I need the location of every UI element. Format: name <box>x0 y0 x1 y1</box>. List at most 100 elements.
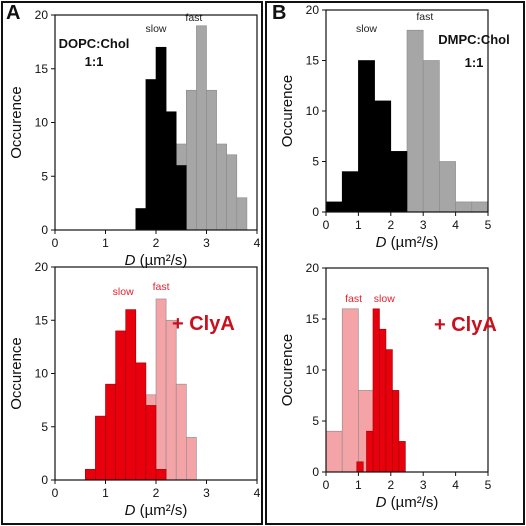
a-bottom-ytick-label: 10 <box>35 367 49 381</box>
a-bottom-ytick-label: 15 <box>35 313 49 327</box>
b-top-bar-fast <box>471 201 489 213</box>
b-top-xtick-label: 5 <box>485 218 492 232</box>
b-bottom-ytick-label: 5 <box>312 414 319 428</box>
b-top-ytick-label: 0 <box>312 205 319 219</box>
a-bottom-series-label-fast: fast <box>153 281 170 293</box>
a-top-ylabel: Occurence <box>8 86 25 159</box>
a-top-bar-slow <box>175 165 187 231</box>
b-bottom-bar-slow <box>379 328 387 473</box>
a-bottom-bar-slow <box>125 309 137 481</box>
a-top-annotation: 1:1 <box>85 54 104 69</box>
b-top-ytick-label: 10 <box>306 104 320 118</box>
b-bottom-bar-slow <box>385 349 393 473</box>
a-top-bar-fast <box>236 197 248 231</box>
a-top-bar-slow <box>135 208 147 231</box>
a-bottom-bar-fast <box>186 437 197 481</box>
b-bottom-xtick-label: 4 <box>452 478 459 492</box>
b-top-bar-slow <box>390 151 408 213</box>
a-bottom-ytick-label: 0 <box>41 473 48 487</box>
b-top-annotation: 1:1 <box>465 55 484 70</box>
b-bottom-xtick-label: 5 <box>485 478 492 492</box>
panel-b-frame <box>265 1 525 525</box>
b-bottom-xtick-label: 3 <box>420 478 427 492</box>
b-top-xtick-label: 0 <box>323 218 330 232</box>
a-bottom-ylabel: Occurence <box>8 337 25 410</box>
a-top-series-label-fast: fast <box>185 12 202 24</box>
b-top-xtick-label: 3 <box>420 218 427 232</box>
b-top-ylabel: Occurence <box>279 75 296 148</box>
a-bottom-xtick-label: 4 <box>254 486 261 500</box>
b-top-bar-fast <box>406 29 424 213</box>
a-top-bar-fast <box>196 25 207 231</box>
a-top-xtick-label: 4 <box>254 236 261 250</box>
a-bottom-bar-slow <box>95 415 106 481</box>
b-bottom-bar-slow <box>398 441 406 473</box>
a-bottom-bar-slow <box>145 405 157 481</box>
a-top-xtick-label: 3 <box>203 236 210 250</box>
a-bottom-annotation: + ClyA <box>172 313 235 335</box>
a-bottom-bar-slow <box>135 362 147 481</box>
a-top-ytick-label: 0 <box>41 223 48 237</box>
a-top-bar-fast <box>186 89 197 231</box>
b-top-bar-slow <box>341 171 359 213</box>
a-bottom-ytick-label: 5 <box>41 420 48 434</box>
a-top-bar-slow <box>165 111 177 231</box>
b-top-xtick-label: 1 <box>355 218 362 232</box>
b-bottom-bar-slow <box>372 308 380 473</box>
b-bottom-series-label-slow: slow <box>374 293 395 305</box>
b-top-xlabel: D (µm²/s) <box>376 234 439 251</box>
b-top-ytick-label: 20 <box>306 3 320 17</box>
b-top-bar-fast <box>455 201 473 213</box>
b-bottom-ytick-label: 20 <box>306 261 320 275</box>
b-bottom-bar-slow <box>366 430 374 473</box>
a-bottom-bar-slow <box>85 469 96 481</box>
b-top-bar-slow <box>374 100 392 213</box>
b-bottom-bar-slow <box>356 461 364 473</box>
b-top-bar-slow <box>358 60 375 213</box>
a-top-xtick-label: 0 <box>52 236 59 250</box>
b-bottom-ylabel: Occurence <box>279 334 296 407</box>
panel-a-frame <box>1 1 263 525</box>
a-top-bar-fast <box>216 143 228 231</box>
panel-label-b: B <box>272 2 287 24</box>
a-top-series-label-slow: slow <box>145 23 166 35</box>
b-bottom-bar-slow <box>392 390 400 473</box>
a-top-bar-fast <box>206 89 217 231</box>
a-bottom-xlabel: D (µm²/s) <box>125 502 188 519</box>
b-top-annotation: DMPC:Chol <box>438 32 510 47</box>
b-top-bar-fast <box>422 60 440 213</box>
a-top-bar-slow <box>155 46 167 231</box>
a-bottom-xtick-label: 1 <box>102 486 109 500</box>
b-top-series-label-slow: slow <box>356 23 377 35</box>
b-top-bar-fast <box>439 161 456 213</box>
b-top-xtick-label: 2 <box>387 218 394 232</box>
b-bottom-annotation: + ClyA <box>434 314 497 336</box>
b-bottom-ytick-label: 10 <box>306 363 320 377</box>
a-bottom-ytick-label: 20 <box>35 260 49 274</box>
b-bottom-series-label-fast: fast <box>345 293 362 305</box>
a-bottom-xtick-label: 3 <box>203 486 210 500</box>
a-bottom-xtick-label: 2 <box>153 486 160 500</box>
b-bottom-xtick-label: 1 <box>355 478 362 492</box>
a-bottom-xtick-label: 0 <box>52 486 59 500</box>
b-bottom-xtick-label: 0 <box>323 478 330 492</box>
b-top-ytick-label: 5 <box>312 155 319 169</box>
b-bottom-bar-fast <box>325 430 343 473</box>
a-top-xtick-label: 1 <box>102 236 109 250</box>
a-top-bar-slow <box>145 79 157 231</box>
a-bottom-bar-fast <box>165 319 177 481</box>
a-top-annotation: DOPC:Chol <box>59 36 130 51</box>
b-top-bar-slow <box>325 201 343 213</box>
a-bottom-bar-slow <box>115 330 126 481</box>
a-bottom-bar-slow <box>105 383 116 481</box>
b-bottom-xtick-label: 2 <box>387 478 394 492</box>
b-bottom-bar-fast <box>341 308 359 473</box>
b-bottom-xlabel: D (µm²/s) <box>376 494 439 511</box>
a-top-xlabel: D (µm²/s) <box>125 252 188 269</box>
a-top-ytick-label: 5 <box>41 169 48 183</box>
b-top-series-label-fast: fast <box>416 11 433 23</box>
panel-label-a: A <box>6 2 21 24</box>
b-bottom-ytick-label: 15 <box>306 312 320 326</box>
a-bottom-bar-fast <box>175 383 187 481</box>
